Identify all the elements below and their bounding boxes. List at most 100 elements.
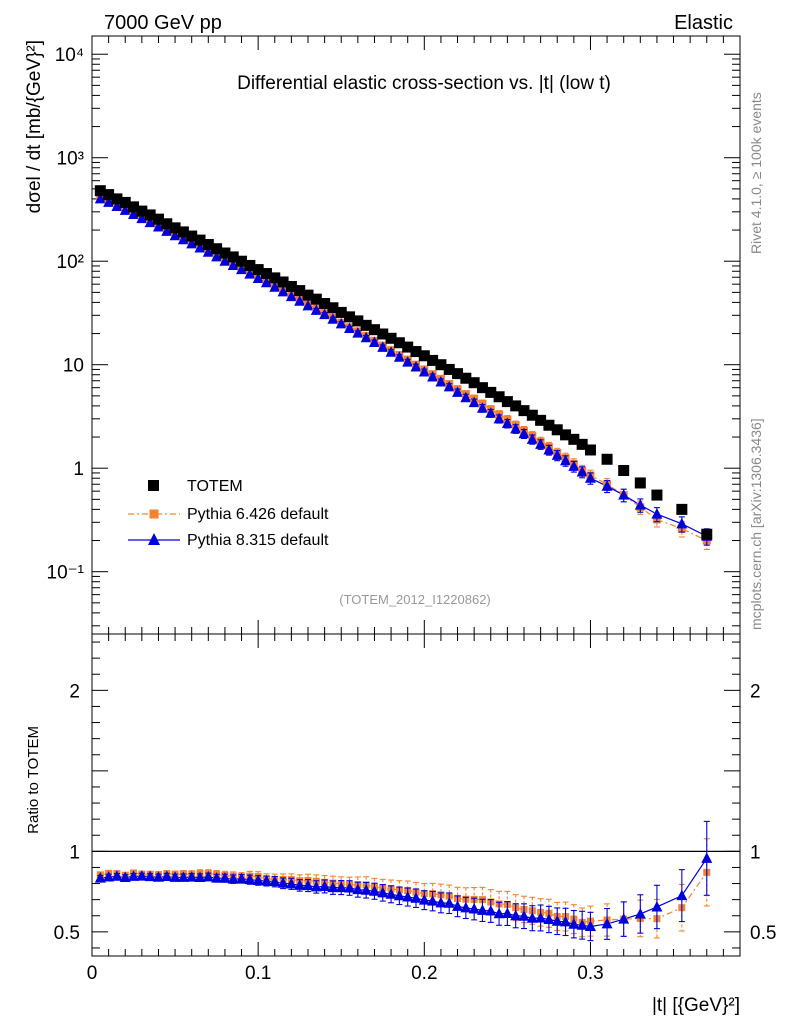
p8-ratio-point [144,870,156,882]
totem-point [194,234,206,246]
p8-ratio-point [285,877,297,889]
p8-main-point [119,204,131,215]
p8-ratio-point [651,900,663,912]
p8-main-point [94,192,106,204]
p8-main-point [676,517,688,529]
p8-main-point [560,454,572,466]
p8-main-point [335,317,347,329]
y-tick-label-ratio-right: 2 [750,681,761,702]
legend: TOTEM Pythia 6.426 default Pythia 8.315 … [128,478,329,549]
totem-point [119,196,131,208]
totem-point [560,429,572,441]
totem-point [360,319,372,331]
totem-point [310,293,322,305]
mcplots-label: mcplots.cern.ch [arXiv:1306.3436] [748,418,764,630]
p8-main-point [601,480,613,491]
totem-point [211,243,223,255]
p8-main-point [410,361,422,372]
p8-ratio-line [100,858,708,928]
totem-point [651,489,663,501]
p8-main-point [327,313,339,324]
p8-ratio-point [161,870,173,882]
p8-main-point [144,216,156,228]
chart-title: Differential elastic cross-section vs. |… [237,73,611,94]
p8-main-point [211,250,223,262]
y-tick-label-ratio: 2 [69,681,80,702]
data-marks [92,185,740,942]
p8-ratio-point [701,852,713,863]
p8-ratio-point [402,891,414,902]
p8-ratio-point [435,896,447,908]
totem-point [410,346,422,358]
p8-main-point [393,351,405,362]
y-tick-label-ratio-right: 1 [750,842,761,863]
legend-label-totem: TOTEM [187,478,243,495]
p8-ratio-point [452,900,464,911]
totem-point [618,465,630,477]
p8-main-point [194,242,206,253]
totem-point [518,405,530,417]
x-tick-label: 0.3 [577,963,603,984]
p8-ratio-point [128,870,140,881]
p8-ratio-point [94,872,106,883]
totem-point [485,386,497,398]
p8-ratio-point [460,901,472,913]
p8-ratio-point [618,913,630,924]
totem-point [244,259,256,271]
p8-main-point [385,346,397,357]
y-tick-label-main: 10² [57,252,84,273]
totem-point [601,453,613,465]
p8-ratio-point [219,872,231,883]
totem-point [377,328,389,340]
p8-main-point [277,285,289,297]
totem-point [103,189,115,201]
p8-main-point [518,427,530,439]
p8-ratio-point [443,897,455,908]
totem-point [551,424,563,436]
p8-main-point [618,489,630,500]
p8-ratio-point [202,870,214,882]
totem-point [368,324,380,336]
p8-main-point [128,208,140,219]
p8-ratio-point [634,907,646,919]
p8-ratio-point [177,871,189,882]
p8-ratio-point [368,885,380,896]
y-tick-label-main: 1 [73,459,84,480]
legend-marker-p6 [149,509,159,519]
ratio-panel-frame [91,633,741,957]
p8-main-point [526,433,538,444]
p8-ratio-point [244,873,256,885]
p8-ratio-point [310,880,322,892]
p8-main-point [584,472,596,483]
p8-main-point [260,276,272,288]
rivet-label: Rivet 4.1.0, ≥ 100k events [748,92,764,254]
p8-ratio-point [194,871,206,883]
totem-point [402,341,414,353]
p8-main-point [493,412,505,424]
p8-main-point [177,233,189,245]
totem-point [269,272,281,284]
totem-point [236,255,248,267]
y-tick-label-ratio: 1 [69,842,80,863]
totem-point [435,359,447,371]
p8-ratio-point [560,915,572,927]
p8-ratio-point [518,910,530,921]
legend-marker-p8 [148,533,160,545]
totem-point [319,298,331,310]
totem-point [128,201,140,213]
totem-point [202,239,214,251]
p8-main-point [161,225,173,236]
p8-ratio-point [236,872,248,884]
x-tick-label: 0.2 [411,963,437,984]
p8-main-point [452,386,464,397]
p8-main-point [111,200,123,211]
totem-point [136,205,148,217]
y-tick-label-main: 10⁴ [55,45,84,66]
p8-main-point [368,336,380,347]
totem-point [169,222,181,234]
p8-main-point [435,376,447,387]
p8-ratio-point [186,871,198,882]
p8-ratio-point [352,883,364,895]
totem-point [535,414,547,426]
